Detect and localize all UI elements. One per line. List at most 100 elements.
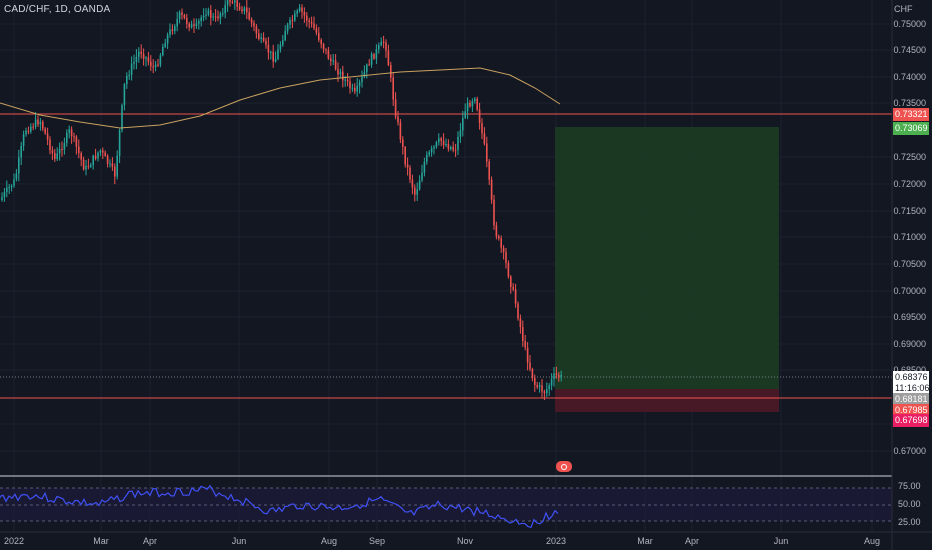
candle-body (478, 109, 481, 124)
time-axis-label: Apr (142, 536, 158, 546)
candle-body (92, 155, 94, 165)
candle-body (447, 144, 450, 149)
candle-body (150, 61, 152, 67)
candle-body (296, 10, 298, 14)
candle-body (495, 225, 498, 237)
candle-body (30, 126, 32, 132)
candle-body (368, 64, 370, 66)
candle-body (282, 40, 284, 45)
candle-body (162, 46, 164, 56)
candle-body (498, 236, 500, 239)
candle-body (102, 150, 104, 153)
candle-body (159, 55, 162, 65)
candle-body (210, 10, 212, 18)
profit-zone[interactable] (555, 127, 779, 389)
candle-body (267, 44, 270, 53)
candle-body (126, 75, 128, 85)
candle-body (346, 79, 349, 82)
candle-body (265, 40, 267, 45)
candle-body (188, 23, 190, 28)
time-axis-label: Jun (231, 536, 247, 546)
candle-body (238, 6, 241, 10)
loss-zone[interactable] (555, 389, 779, 412)
candle-body (217, 16, 219, 19)
candle-body (418, 180, 421, 190)
candle-body (327, 50, 330, 59)
candle-body (294, 13, 296, 21)
candle-body (270, 51, 272, 53)
candle-body (169, 29, 171, 35)
time-axis-label: 2023 (545, 536, 567, 546)
candle-body (517, 303, 519, 319)
rsi-label-25: 25.00 (898, 517, 921, 527)
candle-body (116, 155, 118, 177)
candlestick-series (1, 0, 562, 401)
candle-body (531, 368, 534, 378)
candle-body (548, 385, 550, 389)
candle-body (404, 146, 406, 165)
candle-body (214, 16, 217, 18)
candle-body (99, 150, 102, 153)
candle-body (399, 122, 402, 140)
candle-body (147, 57, 150, 62)
candle-body (370, 54, 373, 65)
candle-body (555, 373, 558, 375)
stop-tag: 0.67698 (893, 414, 929, 427)
candle-body (224, 5, 226, 14)
candle-body (373, 54, 375, 59)
candle-body (171, 29, 174, 31)
moving-average-line (0, 67, 561, 129)
candle-body (22, 134, 25, 146)
candle-body (34, 119, 37, 127)
candle-body (344, 79, 346, 81)
candle-body (111, 163, 114, 167)
candle-body (298, 7, 301, 11)
candle-body (20, 145, 22, 158)
candle-body (303, 11, 306, 16)
candle-body (306, 15, 308, 21)
candle-body (442, 140, 445, 146)
candle-body (519, 318, 522, 328)
symbol-title[interactable]: CAD/CHF, 1D, OANDA (4, 4, 111, 15)
candle-body (39, 121, 42, 125)
candle-body (58, 148, 61, 154)
candle-body (358, 82, 361, 86)
price-axis-label: 0.73500 (893, 98, 926, 108)
candle-body (322, 44, 325, 50)
candle-body (140, 51, 142, 54)
candle-body (68, 129, 70, 133)
candle-body (325, 49, 327, 51)
candle-body (510, 276, 512, 287)
candle-body (445, 144, 447, 146)
candle-body (277, 49, 279, 59)
candle-body (82, 159, 85, 170)
candle-body (339, 71, 342, 75)
candle-body (51, 150, 54, 154)
target-tag: 0.73069 (893, 122, 929, 135)
candle-body (195, 23, 198, 27)
candle-body (248, 12, 250, 20)
candle-body (54, 153, 56, 160)
time-axis-label: Mar (93, 536, 109, 546)
candle-body (279, 44, 282, 50)
candle-body (380, 41, 382, 46)
candle-body (274, 58, 277, 62)
candle-body (3, 192, 6, 198)
candle-body (524, 341, 526, 348)
candle-body (219, 13, 222, 19)
candle-body (394, 99, 397, 117)
candle-body (558, 374, 560, 378)
candle-body (332, 60, 334, 62)
price-axis-label: 0.72500 (893, 152, 926, 162)
price-axis-label: 0.74500 (893, 45, 926, 55)
candle-body (253, 22, 255, 27)
candle-body (435, 142, 438, 147)
candle-body (118, 130, 121, 156)
candle-body (550, 379, 553, 386)
candle-body (109, 163, 111, 165)
candle-body (385, 42, 387, 51)
candle-body (49, 139, 51, 151)
candle-body (430, 148, 433, 153)
flag-icon[interactable] (556, 461, 572, 472)
